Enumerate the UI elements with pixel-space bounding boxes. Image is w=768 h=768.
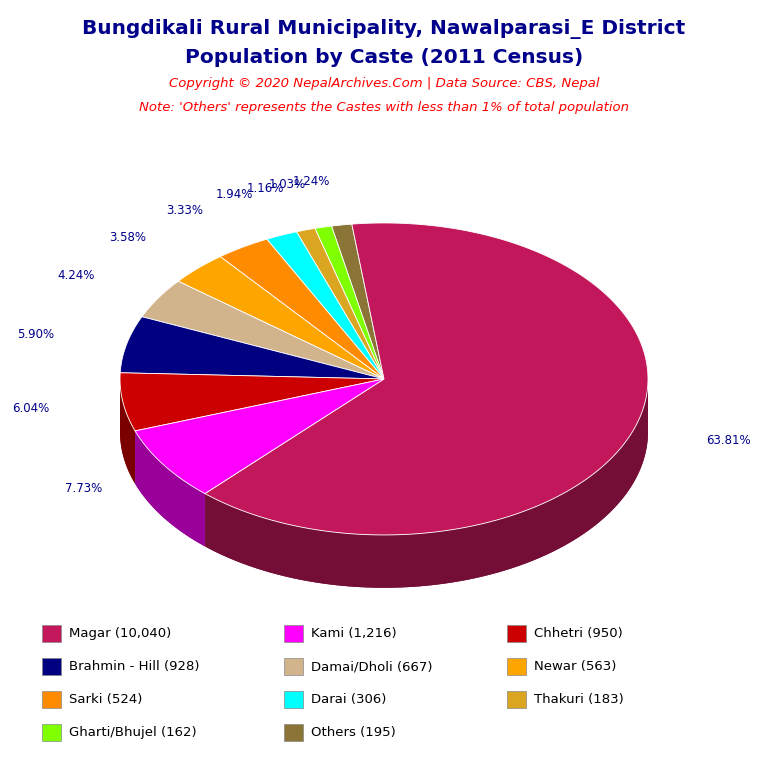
Polygon shape xyxy=(120,379,135,484)
Text: 3.58%: 3.58% xyxy=(109,230,146,243)
Text: Copyright © 2020 NepalArchives.Com | Data Source: CBS, Nepal: Copyright © 2020 NepalArchives.Com | Dat… xyxy=(169,77,599,90)
Text: 4.24%: 4.24% xyxy=(58,270,94,282)
Polygon shape xyxy=(205,379,384,546)
Text: 1.16%: 1.16% xyxy=(247,182,283,195)
Polygon shape xyxy=(332,224,384,379)
Text: Thakuri (183): Thakuri (183) xyxy=(534,694,624,706)
Text: Newar (563): Newar (563) xyxy=(534,660,616,673)
Text: Magar (10,040): Magar (10,040) xyxy=(69,627,171,640)
Text: Brahmin - Hill (928): Brahmin - Hill (928) xyxy=(69,660,200,673)
Polygon shape xyxy=(142,281,384,379)
Polygon shape xyxy=(220,239,384,379)
Polygon shape xyxy=(120,372,384,431)
Polygon shape xyxy=(205,379,648,588)
Polygon shape xyxy=(135,431,205,546)
Polygon shape xyxy=(121,316,384,379)
Polygon shape xyxy=(205,223,648,535)
Polygon shape xyxy=(315,226,384,379)
Polygon shape xyxy=(266,232,384,379)
Text: 63.81%: 63.81% xyxy=(706,434,750,447)
Text: 6.04%: 6.04% xyxy=(12,402,50,415)
Text: Others (195): Others (195) xyxy=(311,727,396,739)
Text: 7.73%: 7.73% xyxy=(65,482,102,495)
Polygon shape xyxy=(135,379,384,494)
Text: 3.33%: 3.33% xyxy=(166,204,204,217)
Text: Population by Caste (2011 Census): Population by Caste (2011 Census) xyxy=(185,48,583,67)
Text: Note: 'Others' represents the Castes with less than 1% of total population: Note: 'Others' represents the Castes wit… xyxy=(139,101,629,114)
Text: 1.94%: 1.94% xyxy=(215,188,253,201)
Text: Gharti/Bhujel (162): Gharti/Bhujel (162) xyxy=(69,727,197,739)
Text: 5.90%: 5.90% xyxy=(18,328,55,341)
Polygon shape xyxy=(296,228,384,379)
Polygon shape xyxy=(178,257,384,379)
Text: 1.24%: 1.24% xyxy=(293,175,329,188)
Polygon shape xyxy=(135,379,384,484)
Text: Chhetri (950): Chhetri (950) xyxy=(534,627,623,640)
Polygon shape xyxy=(135,379,384,484)
Text: Sarki (524): Sarki (524) xyxy=(69,694,143,706)
Polygon shape xyxy=(120,379,135,484)
Text: Darai (306): Darai (306) xyxy=(311,694,386,706)
Text: Kami (1,216): Kami (1,216) xyxy=(311,627,396,640)
Polygon shape xyxy=(205,379,648,588)
Text: Bungdikali Rural Municipality, Nawalparasi_E District: Bungdikali Rural Municipality, Nawalpara… xyxy=(82,19,686,39)
Text: Damai/Dholi (667): Damai/Dholi (667) xyxy=(311,660,432,673)
Text: 1.03%: 1.03% xyxy=(269,178,306,191)
Polygon shape xyxy=(205,379,384,546)
Polygon shape xyxy=(135,431,205,546)
